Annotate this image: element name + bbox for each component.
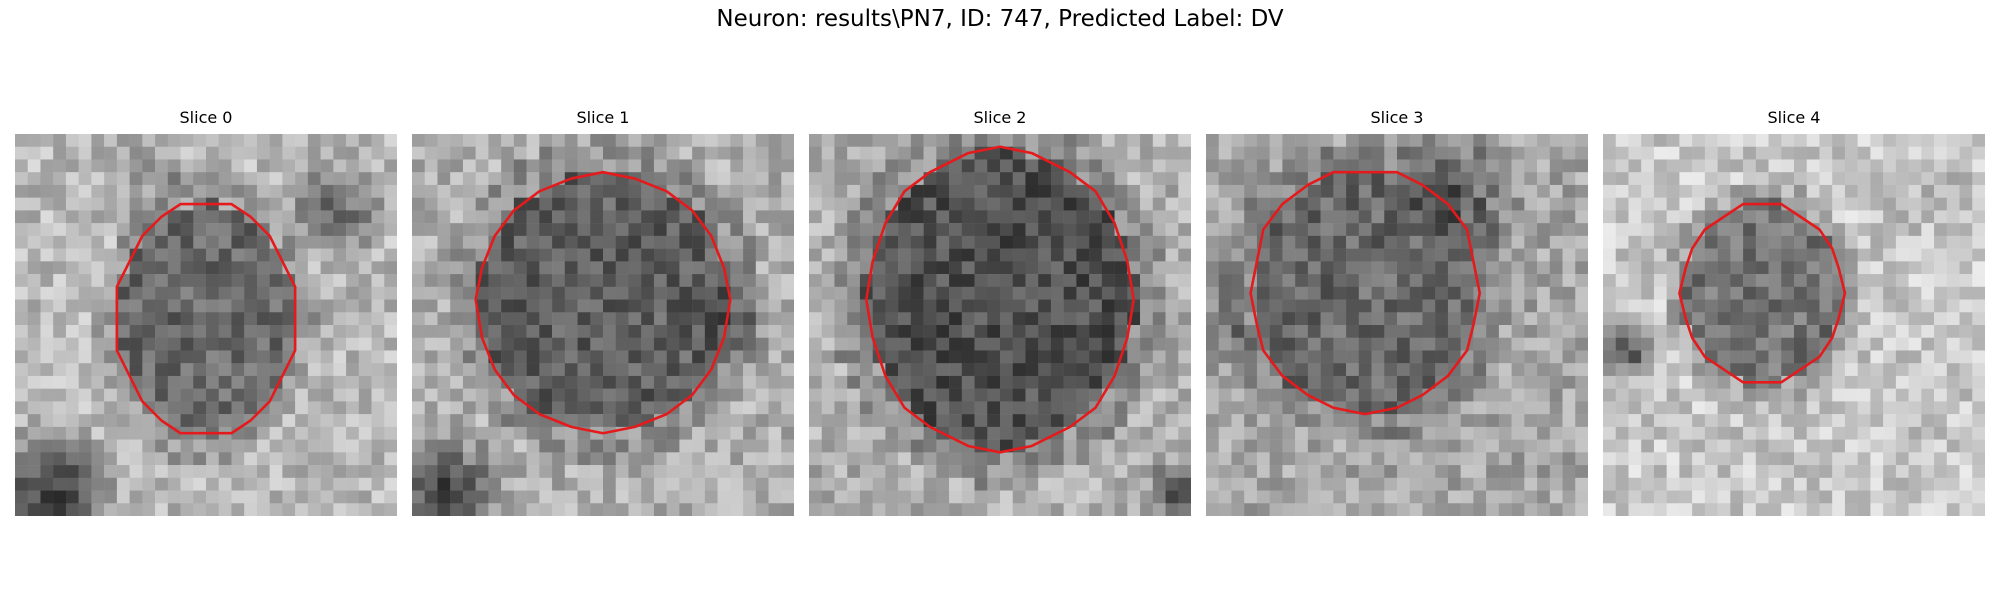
slice-image-canvas (809, 134, 1191, 516)
slice-title: Slice 0 (179, 108, 233, 127)
slice-title: Slice 3 (1370, 108, 1424, 127)
slice-title: Slice 2 (973, 108, 1027, 127)
slice-image (809, 134, 1191, 516)
slice-title: Slice 4 (1767, 108, 1821, 127)
slice-image (412, 134, 794, 516)
cell-contour-outline (117, 204, 295, 433)
cell-contour-outline (476, 172, 731, 433)
slice-image (1206, 134, 1588, 516)
slice-image-canvas (1603, 134, 1985, 516)
slice-image-canvas (15, 134, 397, 516)
cell-contour-outline (866, 147, 1133, 453)
figure-title: Neuron: results\PN7, ID: 747, Predicted … (716, 6, 1284, 32)
slice-image (1603, 134, 1985, 516)
slice-image (15, 134, 397, 516)
slice-image-canvas (1206, 134, 1588, 516)
slice-image-canvas (412, 134, 794, 516)
slice-title: Slice 1 (576, 108, 630, 127)
cell-contour-outline (1251, 172, 1480, 414)
cell-contour-outline (1679, 204, 1845, 382)
